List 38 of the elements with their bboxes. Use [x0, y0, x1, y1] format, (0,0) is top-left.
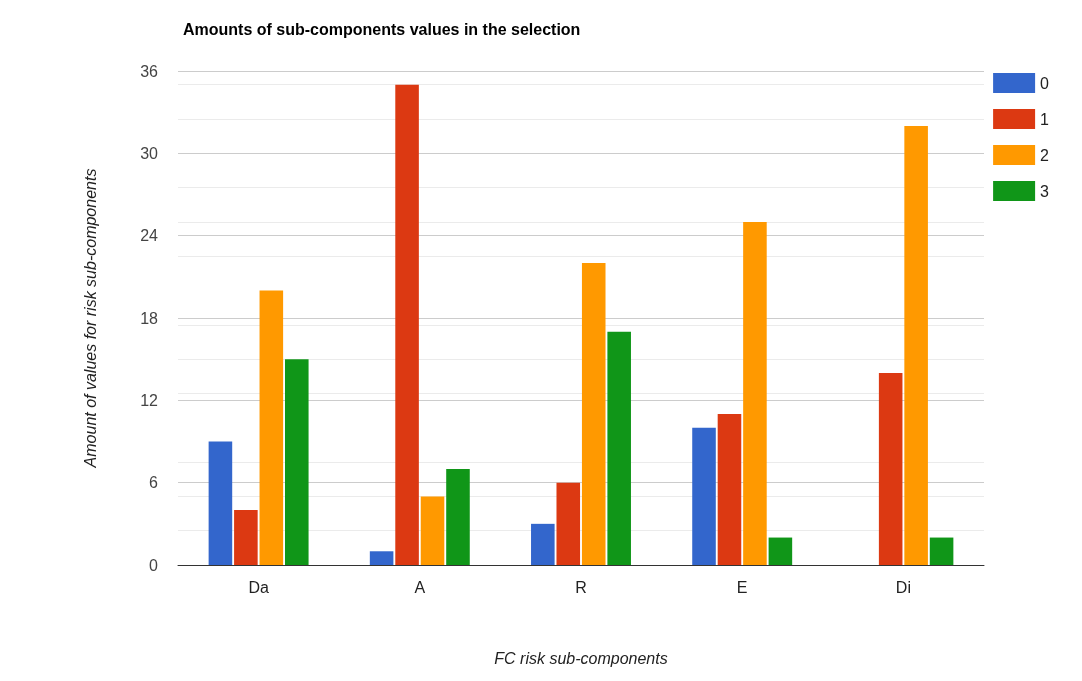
bar: [531, 523, 555, 565]
bar: [446, 468, 470, 565]
y-tick-label: 18: [140, 309, 159, 327]
y-tick-label: 24: [140, 227, 159, 245]
bar: [878, 372, 903, 565]
x-tick-label: Da: [248, 578, 269, 596]
bar: [369, 551, 394, 565]
bar: [581, 263, 606, 565]
x-tick-label: Di: [895, 578, 911, 596]
bar: [929, 537, 954, 565]
chart-title: Amounts of sub-components values in the selection: [183, 20, 581, 38]
x-axis-title: FC risk sub-components: [494, 649, 668, 667]
bar: [285, 359, 309, 565]
y-axis-title: Amount of values for risk sub-components: [81, 168, 99, 469]
y-tick-label: 30: [140, 144, 159, 162]
y-tick-label: 0: [149, 556, 159, 574]
y-tick-label: 36: [140, 62, 159, 80]
y-tick-label: 12: [140, 391, 159, 409]
x-tick-label: R: [575, 578, 587, 596]
legend-label: 2: [1040, 146, 1050, 164]
bar: [395, 84, 419, 565]
bar: [259, 290, 284, 565]
bar: [607, 331, 631, 565]
bar: [904, 125, 928, 565]
bar: [717, 414, 742, 565]
bar: [743, 221, 767, 565]
bar: [556, 482, 581, 565]
bar: [208, 441, 233, 565]
bar: [692, 427, 716, 565]
x-tick-label: A: [414, 578, 426, 596]
bar: [768, 537, 793, 565]
bar: [420, 496, 445, 565]
legend-label: 1: [1040, 110, 1050, 128]
legend-label: 0: [1040, 74, 1050, 92]
y-tick-label: 6: [149, 474, 159, 492]
legend-label: 3: [1040, 182, 1050, 200]
bar: [234, 510, 258, 565]
x-tick-label: E: [736, 578, 748, 596]
